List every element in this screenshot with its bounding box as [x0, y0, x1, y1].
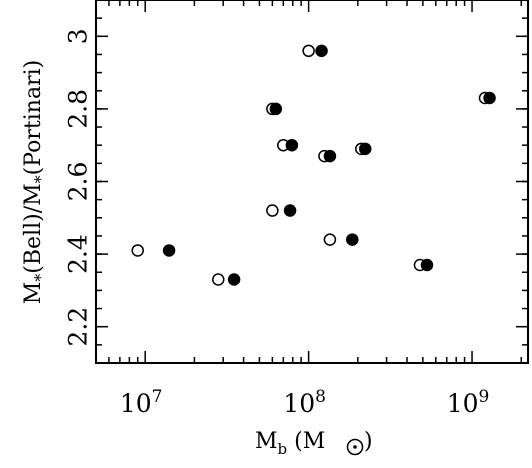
x-tick-label: 107 [120, 387, 163, 418]
x-tick-labels: 107 108 109 [120, 387, 489, 418]
filled-data-point [358, 142, 372, 156]
open-data-point [131, 244, 144, 257]
filled-data-point [346, 233, 359, 246]
major-ticks [96, 0, 528, 363]
filled-data-point [420, 258, 434, 272]
y-tick-label: 2.2 [64, 307, 93, 347]
data-points [131, 44, 496, 286]
x-axis-label: Mb (M ) [255, 429, 373, 458]
sun-symbol-icon [346, 438, 364, 456]
filled-data-point [227, 273, 241, 286]
filled-data-point [162, 244, 176, 257]
filled-data-point [283, 204, 297, 217]
y-tick-label: 2.8 [64, 89, 93, 129]
y-tick-label: 3 [64, 28, 93, 44]
y-tick-labels: 2.2 2.4 2.6 2.8 3 [64, 28, 93, 346]
y-axis-label: M*(Bell)/M*(Portinari) [21, 60, 50, 304]
x-tick-label: 109 [447, 387, 490, 418]
open-data-point [266, 204, 279, 217]
filled-data-point [269, 102, 283, 116]
open-data-point [323, 233, 337, 246]
filled-data-point [285, 138, 299, 152]
filled-data-point [315, 44, 328, 58]
filled-data-point [323, 149, 337, 163]
open-data-point [302, 44, 315, 58]
svg-text:): ) [364, 429, 373, 454]
x-tick-label: 108 [283, 387, 326, 418]
y-tick-label: 2.6 [64, 162, 93, 202]
open-data-point [212, 273, 225, 286]
y-tick-label: 2.4 [64, 234, 93, 274]
svg-text:Mb (M: Mb (M [255, 429, 325, 458]
filled-data-point [483, 91, 496, 105]
